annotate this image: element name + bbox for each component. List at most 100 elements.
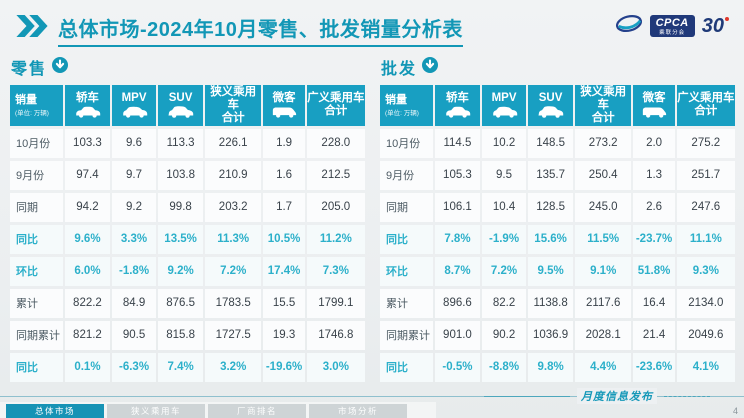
table-cell: 203.2 — [204, 192, 262, 222]
table-cell: 3.3% — [111, 224, 157, 254]
table-cell: 17.4% — [263, 256, 305, 286]
table-cell: 148.5 — [528, 128, 573, 158]
table-row: 同比 -0.5% -8.8% 9.8% 4.4% -23.6% 4.1% — [380, 352, 735, 382]
table-cell: 90.5 — [111, 320, 157, 350]
table-cell: 21.4 — [633, 320, 675, 350]
tables-container: 零售 销量 (单位: 万辆) 轿车 MPV SUV 狭义乘用车 合计 微客 广义乘用车 合计 10月… — [8, 56, 737, 385]
footer-note-text: 月度信息发布 — [577, 388, 657, 404]
suv-car-icon — [528, 106, 573, 118]
table-cell: 9.1% — [574, 256, 632, 286]
table-cell: 11.1% — [676, 224, 735, 254]
column-header: 狭义乘用车 合计 — [574, 85, 632, 126]
table-row: 同比 7.8% -1.9% 15.6% 11.5% -23.7% 11.1% — [380, 224, 735, 254]
table-cell: 247.6 — [676, 192, 735, 222]
table-row: 环比 8.7% 7.2% 9.5% 9.1% 51.8% 9.3% — [380, 256, 735, 286]
table-cell: 106.1 — [435, 192, 480, 222]
table-row: 9月份 105.3 9.5 135.7 250.4 1.3 251.7 — [380, 160, 735, 190]
table-cell: 51.8% — [633, 256, 675, 286]
table-row: 同期 94.2 9.2 99.8 203.2 1.7 205.0 — [10, 192, 365, 222]
table-cell: 1727.5 — [204, 320, 262, 350]
table-cell: 103.8 — [158, 160, 203, 190]
page-number: 4 — [732, 406, 738, 416]
column-header: 轿车 — [435, 85, 480, 126]
table-cell: 10.5% — [263, 224, 305, 254]
wholesale-section-header: 批发 — [381, 56, 737, 78]
table-cell: 901.0 — [435, 320, 480, 350]
sedan-car-icon — [65, 106, 110, 118]
retail-section-label: 零售 — [11, 61, 48, 78]
column-header: 微客 — [263, 85, 305, 126]
footer-note: 月度信息发布 — [484, 388, 710, 404]
tab-market-analysis[interactable]: 市场分析 — [309, 404, 407, 418]
row-label: 同比 — [10, 224, 64, 254]
row-label: 环比 — [10, 256, 64, 286]
table-cell: 822.2 — [65, 288, 110, 318]
table-cell: 1.9 — [263, 128, 305, 158]
table-cell: 9.6% — [65, 224, 110, 254]
logo-group: CPCA 乘联分会 30 — [615, 14, 730, 38]
table-row: 10月份 103.3 9.6 113.3 226.1 1.9 228.0 — [10, 128, 365, 158]
table-cell: 205.0 — [306, 192, 365, 222]
row-label: 累计 — [380, 288, 434, 318]
table-cell: 1.3 — [633, 160, 675, 190]
table-cell: 226.1 — [204, 128, 262, 158]
table-cell: 9.5% — [528, 256, 573, 286]
table-cell: -23.6% — [633, 352, 675, 382]
row-label: 10月份 — [380, 128, 434, 158]
table-cell: 11.3% — [204, 224, 262, 254]
table-cell: 275.2 — [676, 128, 735, 158]
table-cell: 7.2% — [204, 256, 262, 286]
table-cell: 212.5 — [306, 160, 365, 190]
table-cell: 9.3% — [676, 256, 735, 286]
tab-overall-market[interactable]: 总体市场 — [6, 404, 104, 418]
table-cell: 94.2 — [65, 192, 110, 222]
table-cell: 245.0 — [574, 192, 632, 222]
double-chevron-icon — [16, 15, 48, 42]
table-cell: 16.4 — [633, 288, 675, 318]
table-row: 累计 822.2 84.9 876.5 1783.5 15.5 1799.1 — [10, 288, 365, 318]
row-label: 同期累计 — [380, 320, 434, 350]
table-cell: 90.2 — [481, 320, 527, 350]
column-header: 狭义乘用车 合计 — [204, 85, 262, 126]
table-cell: 99.8 — [158, 192, 203, 222]
anniversary-30-logo: 30 — [702, 15, 730, 38]
table-cell: -23.7% — [633, 224, 675, 254]
table-cell: 113.3 — [158, 128, 203, 158]
row-label: 同比 — [10, 352, 64, 382]
table-row: 环比 6.0% -1.8% 9.2% 7.2% 17.4% 7.3% — [10, 256, 365, 286]
tab-manufacturer-ranking[interactable]: 厂商排名 — [208, 404, 306, 418]
table-cell: 1746.8 — [306, 320, 365, 350]
table-cell: 7.2% — [481, 256, 527, 286]
table-cell: -8.8% — [481, 352, 527, 382]
page-title: 总体市场-2024年10月零售、批发销量分析表 — [58, 13, 463, 47]
down-arrow-circle-icon — [422, 56, 439, 78]
table-cell: 6.0% — [65, 256, 110, 286]
column-header: 微客 — [633, 85, 675, 126]
table-cell: 7.3% — [306, 256, 365, 286]
suv-car-icon — [158, 106, 203, 118]
retail-table: 销量 (单位: 万辆) 轿车 MPV SUV 狭义乘用车 合计 微客 广义乘用车 合计 10月份 10… — [8, 82, 367, 385]
row-label: 同比 — [380, 352, 434, 382]
cpca-logo-text: CPCA — [655, 17, 689, 30]
row-label: 累计 — [10, 288, 64, 318]
column-header: 广义乘用车 合计 — [306, 85, 365, 126]
wholesale-table: 销量 (单位: 万辆) 轿车 MPV SUV 狭义乘用车 合计 微客 广义乘用车 合计 10月份 11… — [378, 82, 737, 385]
table-cell: 3.2% — [204, 352, 262, 382]
table-row: 同期累计 901.0 90.2 1036.9 2028.1 21.4 2049.6 — [380, 320, 735, 350]
table-cell: 9.7 — [111, 160, 157, 190]
cpca-logo: CPCA 乘联分会 — [649, 15, 695, 37]
table-cell: 10.4 — [481, 192, 527, 222]
header: 总体市场-2024年10月零售、批发销量分析表 — [16, 13, 463, 47]
column-header: SUV — [528, 85, 573, 126]
tab-narrow-passenger-car[interactable]: 狭义乘用车 — [107, 404, 205, 418]
table-row: 同比 0.1% -6.3% 7.4% 3.2% -19.6% 3.0% — [10, 352, 365, 382]
table-cell: 82.2 — [481, 288, 527, 318]
table-cell: -19.6% — [263, 352, 305, 382]
row-label: 同期 — [10, 192, 64, 222]
table-cell: 210.9 — [204, 160, 262, 190]
column-header: SUV — [158, 85, 203, 126]
table-cell: 1799.1 — [306, 288, 365, 318]
row-label: 同期累计 — [10, 320, 64, 350]
table-cell: -1.8% — [111, 256, 157, 286]
